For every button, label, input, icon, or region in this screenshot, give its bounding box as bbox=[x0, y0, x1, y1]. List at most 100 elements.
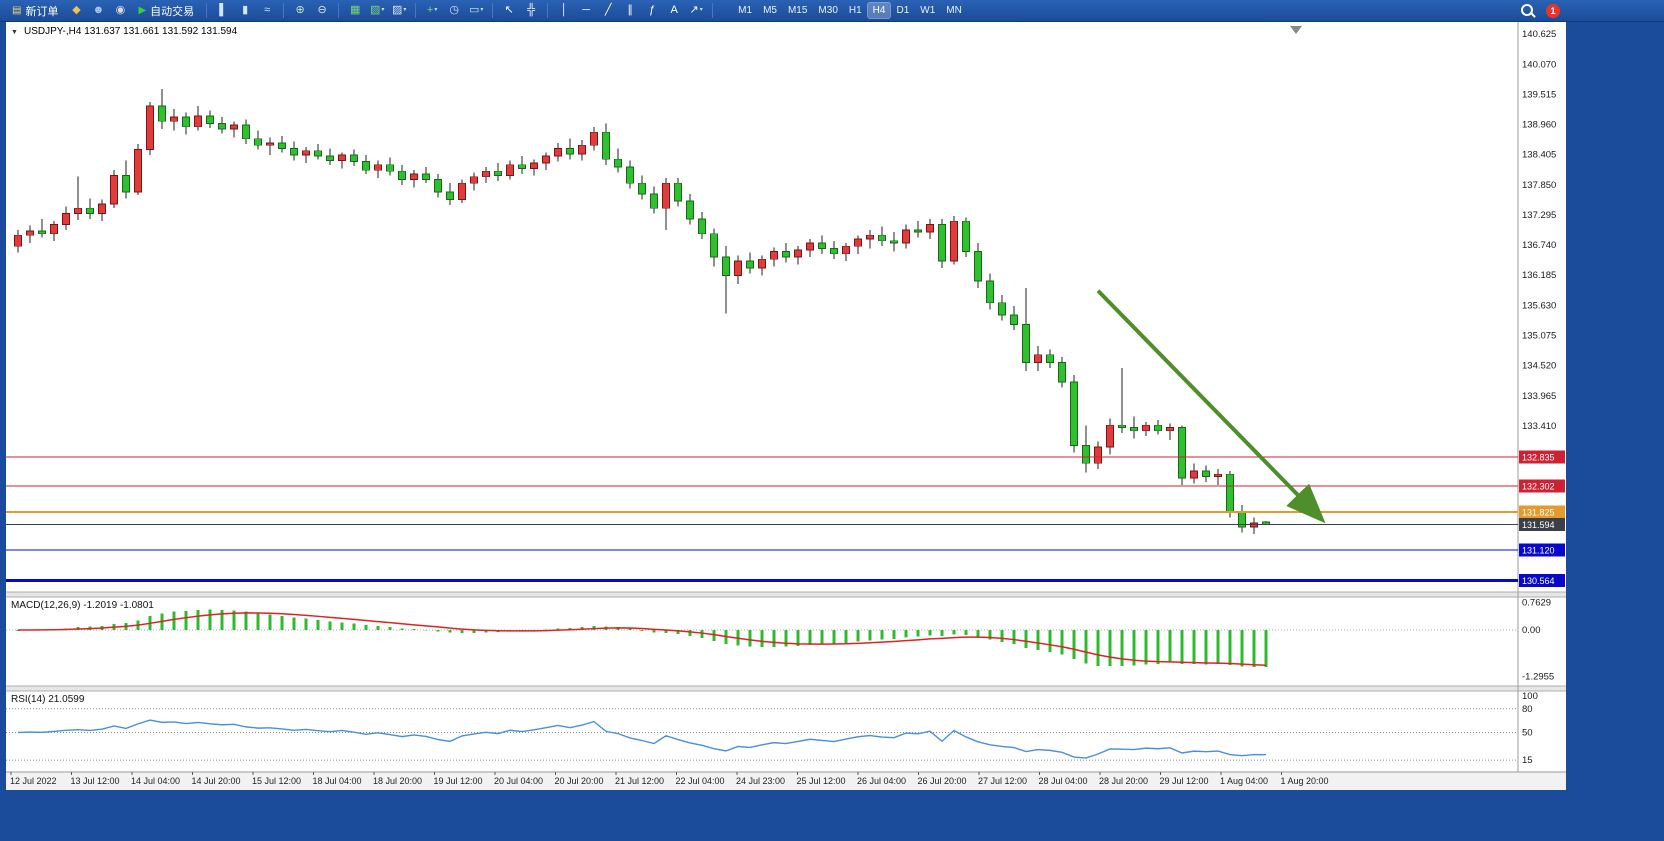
timeframe-m5[interactable]: M5 bbox=[763, 5, 777, 16]
zoom-out-icon[interactable]: ⊖ bbox=[312, 1, 332, 20]
candle-body bbox=[326, 155, 334, 161]
candle-body bbox=[278, 142, 286, 149]
clock-icon: ◷ bbox=[449, 4, 459, 16]
new-chart-icon[interactable]: ▧ ▾ bbox=[367, 1, 387, 20]
timeframe-h1[interactable]: H1 bbox=[848, 5, 862, 16]
tile-windows-icon[interactable]: ▦ bbox=[345, 1, 365, 20]
time-axis[interactable]: 12 Jul 2022 13 Jul 12:00 14 Jul 04:00 14 Ju… bbox=[10, 772, 1329, 786]
dropdown-caret-icon[interactable]: ▾ bbox=[480, 7, 484, 13]
timeframe-m1[interactable]: M1 bbox=[738, 5, 753, 16]
profiles-icon: ▨ bbox=[391, 4, 403, 16]
candle-body bbox=[266, 142, 274, 146]
price-chart: 140.625 140.070 139.515 138.960 138.405 137.8… bbox=[6, 22, 1566, 790]
timeframe-m15[interactable]: M15 bbox=[787, 5, 808, 16]
metaeditor-icon[interactable]: ☻ bbox=[88, 1, 108, 20]
price-tag-label: 132.302 bbox=[1522, 482, 1555, 492]
price-tag bbox=[1519, 543, 1565, 557]
zoom-in-icon[interactable]: ⊕ bbox=[290, 1, 310, 20]
candle-body bbox=[542, 155, 550, 164]
search-icon[interactable] bbox=[1520, 3, 1536, 19]
cursor-icon: ↖ bbox=[504, 4, 514, 16]
candle-body bbox=[206, 115, 214, 124]
price-axis-label: 136.185 bbox=[1522, 270, 1556, 281]
chart-shift-marker[interactable] bbox=[1290, 26, 1302, 34]
timeframe-w1[interactable]: W1 bbox=[920, 5, 936, 16]
panel-separator[interactable] bbox=[6, 686, 1566, 691]
panel-separator[interactable] bbox=[6, 592, 1566, 597]
screenshot-icon[interactable]: ▭ ▾ bbox=[466, 1, 486, 20]
record-icon: ◉ bbox=[115, 4, 126, 16]
candle-body bbox=[950, 220, 958, 262]
text-icon[interactable]: A bbox=[664, 1, 684, 20]
candlestick-chart-icon[interactable]: ▮ bbox=[235, 1, 255, 20]
channel-icon[interactable]: ∥ bbox=[620, 1, 640, 20]
dropdown-caret-icon[interactable]: ▾ bbox=[699, 7, 703, 13]
arrow-tool-icon[interactable]: ↗ ▾ bbox=[686, 1, 706, 20]
line-chart-icon[interactable]: ≈ bbox=[257, 1, 277, 20]
timeframe-h4[interactable]: H4 bbox=[866, 2, 892, 19]
macd-signal-line bbox=[17, 612, 1267, 666]
candle-body bbox=[590, 131, 598, 146]
time-axis-label: 20 Jul 04:00 bbox=[494, 776, 543, 786]
candle-body bbox=[26, 230, 34, 236]
candle-body bbox=[182, 116, 190, 128]
autotrade-button[interactable]: ▶ 自动交易 bbox=[132, 2, 200, 20]
fibonacci-icon[interactable]: ƒ bbox=[642, 1, 662, 20]
timeframe-d1[interactable]: D1 bbox=[896, 5, 910, 16]
candle-body bbox=[1154, 424, 1162, 432]
time-axis-label: 26 Jul 04:00 bbox=[857, 776, 906, 786]
price-axis-label: 136.740 bbox=[1522, 240, 1556, 251]
candle-body bbox=[926, 224, 934, 233]
candle-body bbox=[1178, 427, 1186, 479]
new-order-icon: ▤ bbox=[12, 5, 22, 16]
candle-body bbox=[470, 176, 478, 184]
rsi-axis-label: 80 bbox=[1522, 704, 1533, 715]
candle-body bbox=[1094, 446, 1102, 464]
candle-body bbox=[878, 234, 886, 242]
candle-body bbox=[74, 207, 82, 215]
time-axis-label: 28 Jul 20:00 bbox=[1099, 776, 1148, 786]
horizontal-line-icon[interactable]: ─ bbox=[576, 1, 596, 20]
ohlc-line: USDJPY-,H4 131.637 131.661 131.592 131.5… bbox=[24, 26, 238, 37]
trend-arrow[interactable] bbox=[1096, 289, 1326, 524]
arrow-tool-icon: ↗ bbox=[689, 4, 699, 16]
crosshair-icon[interactable]: ╬ bbox=[521, 1, 541, 20]
notification-badge[interactable]: 1 bbox=[1546, 3, 1560, 18]
timeframe-mn[interactable]: MN bbox=[946, 5, 962, 16]
profiles-icon[interactable]: ▨ ▾ bbox=[389, 1, 409, 20]
timeframe-group: M1 M5 M15 M30 H1 H4 D1 W1 MN bbox=[733, 2, 967, 19]
trendline-icon[interactable]: ╱ bbox=[598, 1, 618, 20]
candle-body bbox=[998, 302, 1006, 316]
candle-body bbox=[242, 124, 250, 140]
bar-chart-icon[interactable]: ▌ bbox=[213, 1, 233, 20]
time-axis-label: 1 Aug 20:00 bbox=[1281, 776, 1329, 786]
cursor-icon[interactable]: ↖ bbox=[499, 1, 519, 20]
dropdown-caret-icon[interactable]: ▾ bbox=[381, 7, 385, 13]
vertical-line-icon[interactable]: │ bbox=[554, 1, 574, 20]
time-axis-strip[interactable] bbox=[6, 772, 1566, 790]
candle-body bbox=[410, 173, 418, 180]
price-axis-label: 134.520 bbox=[1522, 361, 1556, 372]
record-icon[interactable]: ◉ bbox=[110, 1, 130, 20]
candle-body bbox=[506, 164, 514, 177]
price-levels: 132.835 132.302 131.825 131.594 131.120 130.5… bbox=[6, 450, 1565, 587]
ohlc-marker-icon: ▼ bbox=[11, 29, 18, 36]
candle-body bbox=[794, 249, 802, 258]
clock-icon[interactable]: ◷ bbox=[444, 1, 464, 20]
megaphone-icon[interactable]: ◆ bbox=[66, 1, 86, 20]
toolbar-separator bbox=[206, 3, 208, 18]
new-order-button[interactable]: ▤ 新订单 bbox=[6, 2, 64, 20]
candle-body bbox=[194, 115, 202, 128]
price-axis[interactable]: 140.625 140.070 139.515 138.960 138.405 137.8… bbox=[1522, 29, 1556, 432]
candle-body bbox=[62, 213, 70, 225]
candle-body bbox=[134, 149, 142, 193]
indicators-icon[interactable]: + ▾ bbox=[422, 1, 442, 20]
timeframe-m30[interactable]: M30 bbox=[818, 5, 838, 16]
time-axis-label: 15 Jul 12:00 bbox=[252, 776, 301, 786]
dropdown-caret-icon[interactable]: ▾ bbox=[403, 7, 407, 13]
candle-body bbox=[98, 203, 106, 215]
dropdown-caret-icon[interactable]: ▾ bbox=[434, 7, 438, 13]
price-axis-label: 133.965 bbox=[1522, 391, 1556, 402]
search-icon-handle bbox=[1530, 11, 1536, 18]
